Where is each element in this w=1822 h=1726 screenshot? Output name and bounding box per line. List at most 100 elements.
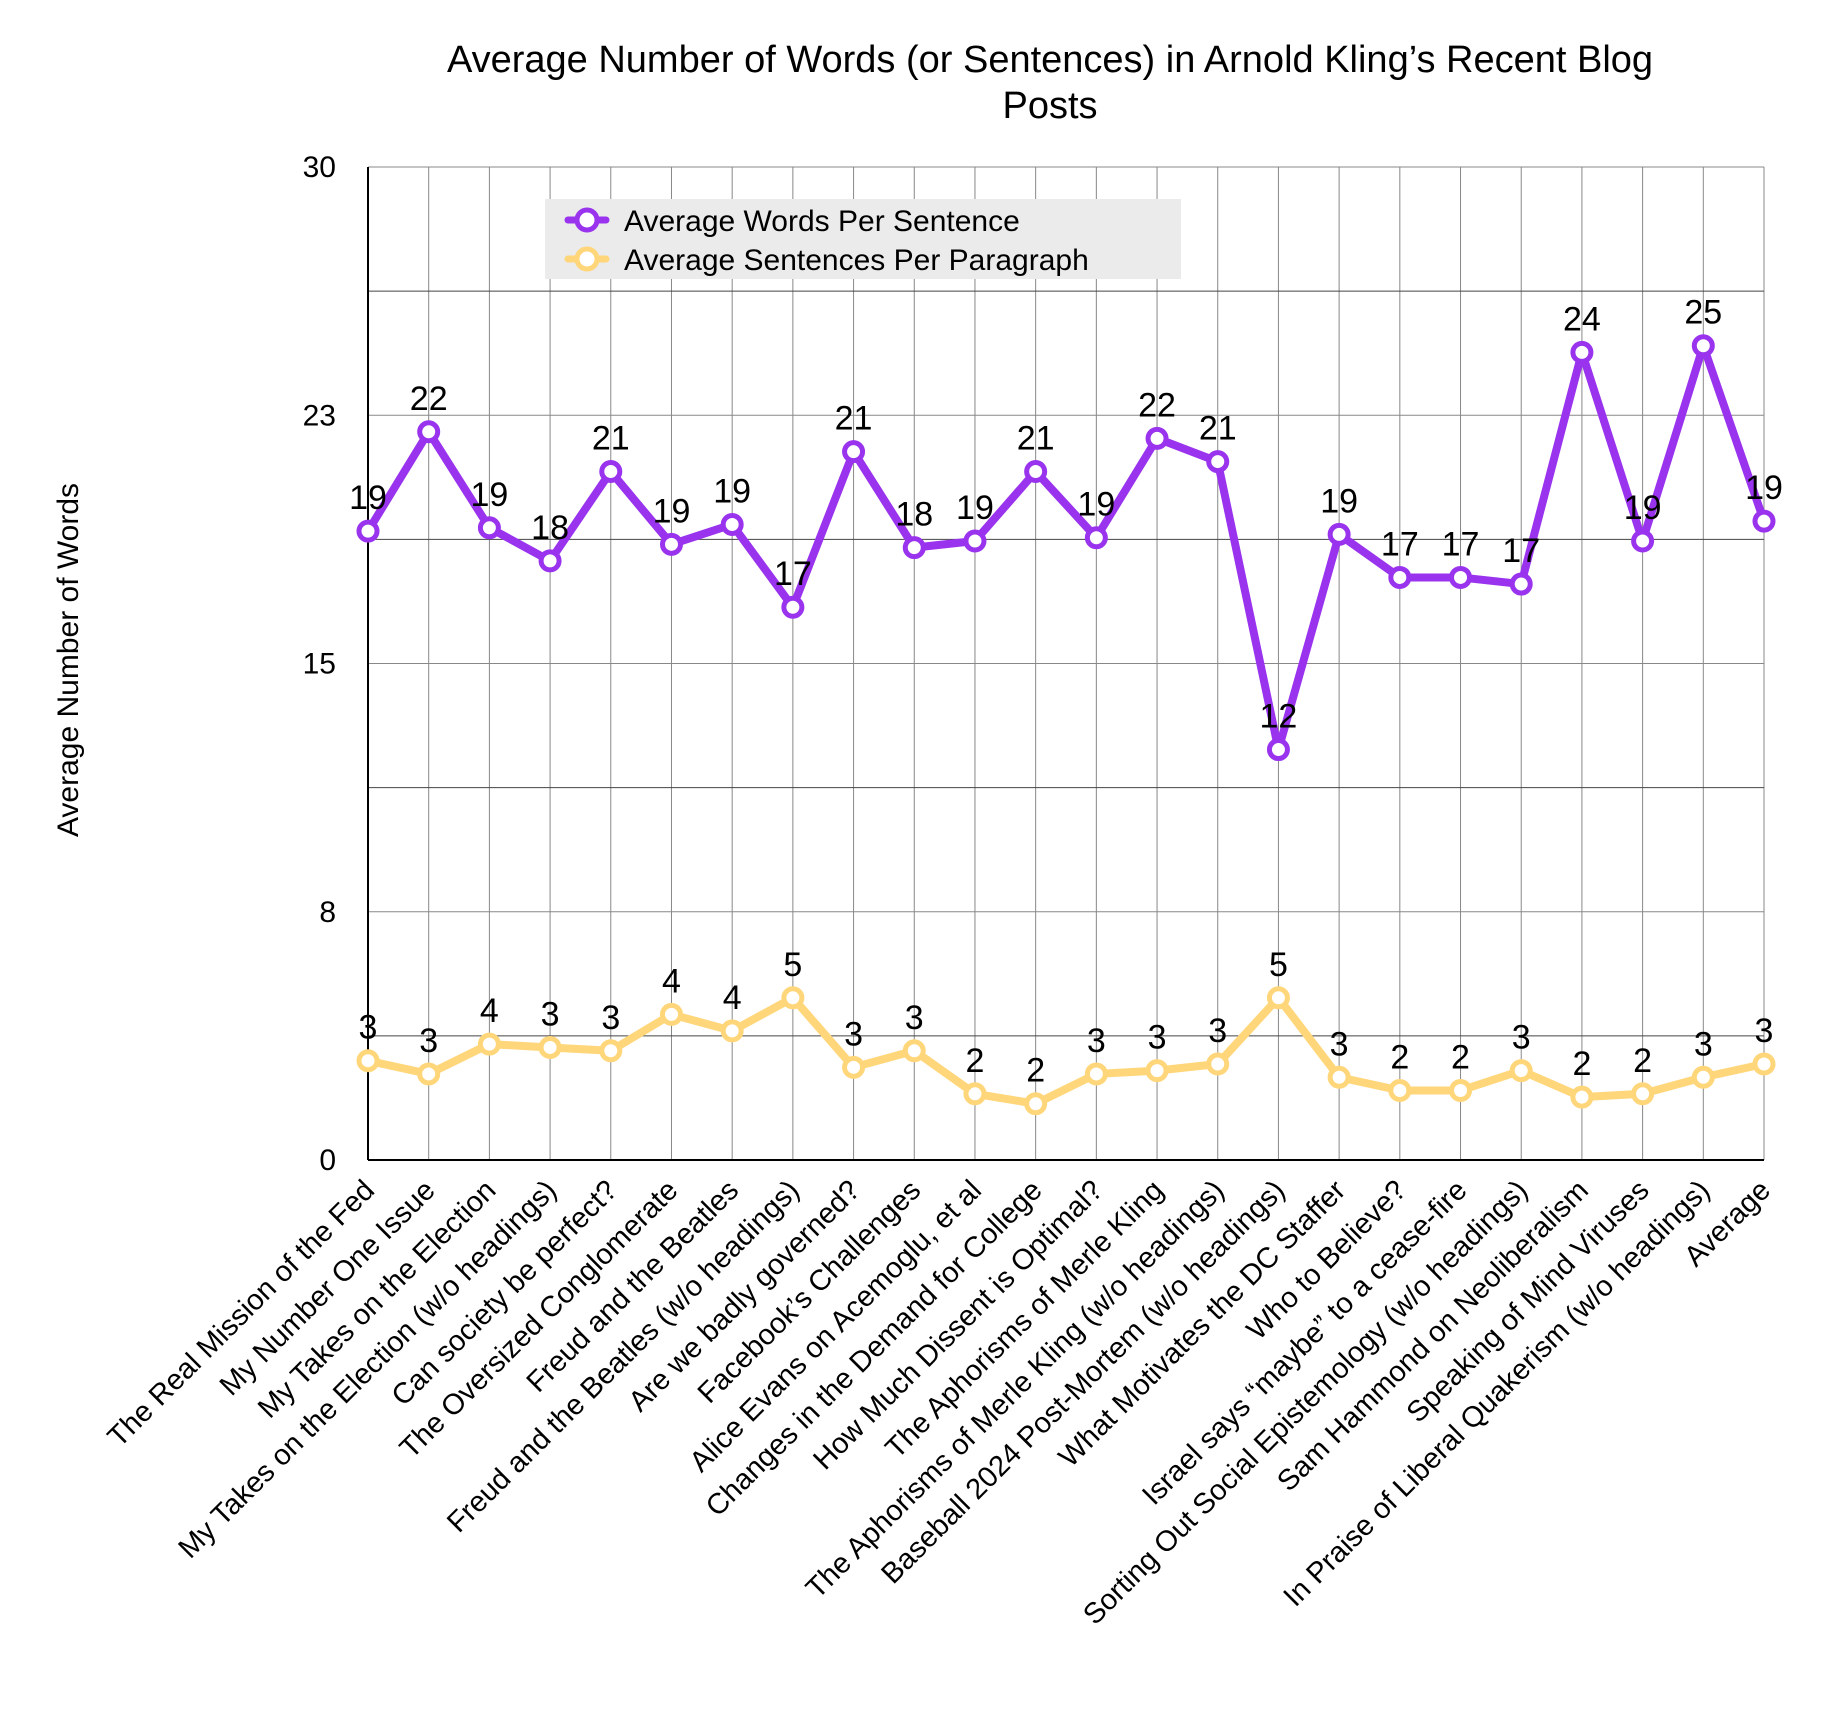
data-label: 2 [1451,1038,1470,1076]
data-label: 25 [1684,294,1722,332]
data-label: 19 [1320,482,1358,520]
data-point [1024,1092,1048,1116]
data-label: 3 [1208,1012,1227,1050]
y-tick-label: 0 [319,1144,336,1177]
data-point [356,519,380,543]
data-point [599,460,623,484]
data-point [781,986,805,1010]
data-label: 17 [1381,525,1419,563]
data-label: 3 [419,1022,438,1060]
chart-title-line-2: Posts [1002,85,1097,127]
data-point [1509,1059,1533,1083]
data-point [659,532,683,556]
data-label: 19 [470,476,508,514]
data-label: 19 [1745,469,1783,507]
axes [367,167,1764,1161]
data-point [538,1035,562,1059]
data-label: 3 [1330,1025,1349,1063]
data-label: 21 [1017,420,1055,458]
legend-background [545,199,1181,279]
data-label: 19 [956,489,994,527]
data-point [1206,450,1230,474]
data-point [720,512,744,536]
data-label: 3 [541,995,560,1033]
data-label: 17 [1442,525,1480,563]
chart-title-line-1: Average Number of Words (or Sentences) i… [447,39,1653,81]
data-label: 3 [1755,1012,1774,1050]
data-point [1388,1078,1412,1102]
data-point [720,1019,744,1043]
legend-label-words: Average Words Per Sentence [624,205,1020,238]
data-point [1449,1078,1473,1102]
data-point [1024,460,1048,484]
legend: Average Words Per Sentence Average Sente… [545,199,1181,279]
y-axis-label: Average Number of Words [52,483,85,837]
data-label: 2 [1633,1042,1652,1080]
data-label: 17 [1502,532,1540,570]
legend-swatch-marker-words [574,207,600,233]
data-label: 5 [783,946,802,984]
data-point [1449,565,1473,589]
y-tick-label: 8 [319,896,336,929]
data-point [1570,340,1594,364]
data-label: 3 [844,1015,863,1053]
data-label: 3 [905,999,924,1037]
data-label: 2 [1026,1052,1045,1090]
data-point [1388,565,1412,589]
data-label: 3 [359,1009,378,1047]
data-label: 19 [349,479,387,517]
data-point [963,529,987,553]
data-label: 5 [1269,946,1288,984]
data-point [1752,509,1776,533]
y-tick-label: 15 [303,648,336,681]
data-point [842,440,866,464]
data-point [1509,572,1533,596]
data-point [902,1039,926,1063]
legend-label-sentences: Average Sentences Per Paragraph [624,244,1089,277]
data-label: 24 [1563,300,1601,338]
data-label: 22 [410,380,448,418]
data-label: 2 [1572,1045,1591,1083]
data-point [477,516,501,540]
y-axis-ticks: 0 8 15 23 30 [303,151,336,1177]
data-label: 2 [1390,1038,1409,1076]
data-point [1145,1059,1169,1083]
data-label: 3 [601,999,620,1037]
series-line-words [364,341,1768,754]
data-label: 19 [1624,489,1662,527]
data-point [1691,1065,1715,1089]
data-label: 21 [1199,410,1237,448]
data-label: 4 [723,979,742,1017]
data-point [1206,1052,1230,1076]
data-point [1327,522,1351,546]
data-point [902,536,926,560]
data-label: 3 [1512,1019,1531,1057]
data-point [1084,526,1108,550]
data-label: 18 [895,496,933,534]
data-label: 3 [1694,1025,1713,1063]
data-point [538,549,562,573]
data-point [417,420,441,444]
data-label: 21 [592,420,630,458]
data-point [1266,986,1290,1010]
legend-swatch-marker-sentences [574,246,600,272]
data-label: 3 [1087,1022,1106,1060]
data-point [842,1055,866,1079]
data-point [1327,1065,1351,1089]
grid [367,166,1765,1161]
data-point [1752,1052,1776,1076]
data-point [1631,529,1655,553]
series-line-sentences [364,993,1768,1108]
data-point [781,595,805,619]
data-label: 21 [835,400,873,438]
data-label: 3 [1148,1019,1167,1057]
data-label: 4 [480,992,499,1030]
data-label: 4 [662,962,681,1000]
data-point [1691,334,1715,358]
data-point [1570,1085,1594,1109]
data-point [599,1039,623,1063]
data-point [477,1032,501,1056]
